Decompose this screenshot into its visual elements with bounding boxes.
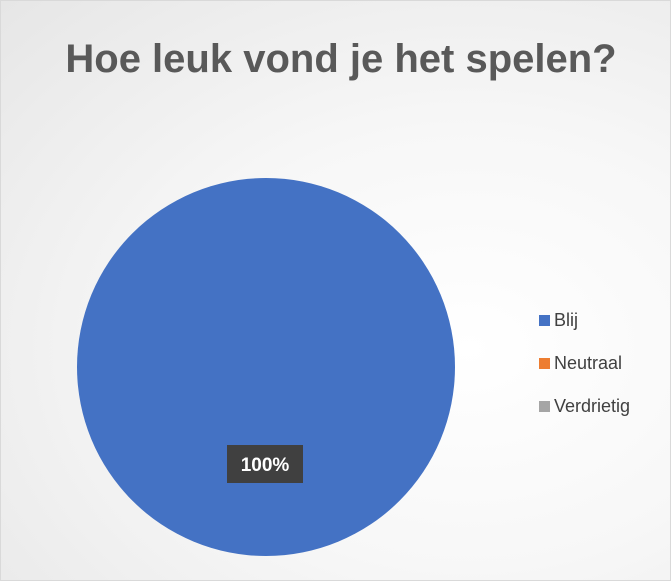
legend-swatch-neutraal bbox=[539, 357, 550, 369]
legend-item-neutraal: Neutraal bbox=[539, 352, 630, 374]
legend-item-blij: Blij bbox=[539, 309, 630, 331]
pie-slices bbox=[77, 178, 455, 556]
legend-label-verdrietig: Verdrietig bbox=[554, 395, 631, 416]
legend: Blij Neutraal Verdrietig bbox=[539, 309, 630, 438]
legend-swatch-verdrietig bbox=[539, 400, 550, 412]
pie-data-labels: 100% bbox=[227, 445, 303, 483]
legend-swatch-blij bbox=[539, 314, 550, 326]
legend-label-neutraal: Neutraal bbox=[554, 352, 623, 373]
pie-slice-blij bbox=[77, 178, 455, 556]
legend-label-blij: Blij bbox=[554, 309, 579, 330]
data-label-background-blij bbox=[227, 445, 303, 483]
data-label-blij: 100% bbox=[241, 455, 290, 476]
chart-title: Hoe leuk vond je het spelen? bbox=[65, 37, 617, 81]
legend-item-verdrietig: Verdrietig bbox=[539, 395, 630, 417]
